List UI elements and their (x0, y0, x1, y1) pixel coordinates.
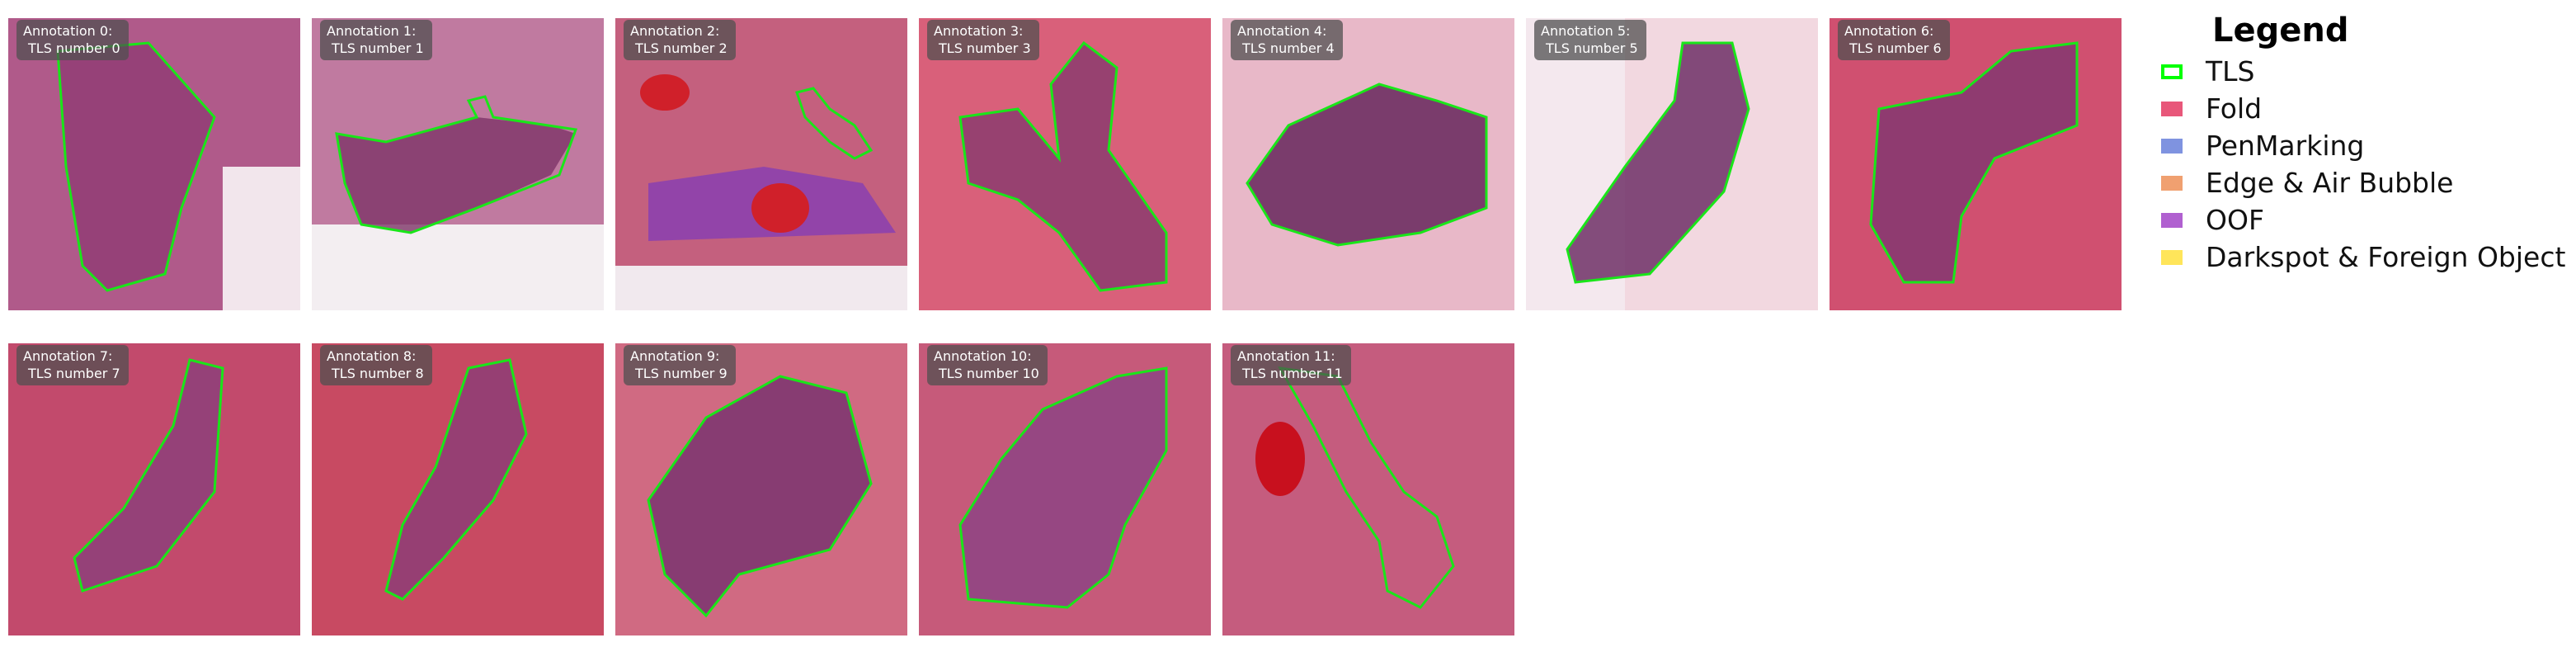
annotation-label: Annotation 2: TLS number 2 (624, 20, 736, 60)
legend-item-tls: TLS (2159, 53, 2565, 90)
tls-outline (335, 95, 578, 234)
annotation-tile-6[interactable]: Annotation 6: TLS number 6 (1830, 18, 2122, 310)
tls-outline (1246, 83, 1488, 247)
tls-outline (795, 87, 874, 160)
tissue-image (1222, 18, 1514, 310)
tissue-image (919, 343, 1211, 635)
annotation-label: Annotation 9: TLS number 9 (624, 345, 736, 385)
darkspot-swatch (2161, 249, 2183, 265)
legend-item-darkspot: Darkspot & Foreign Object (2159, 239, 2565, 276)
legend-item-fold: Fold (2159, 90, 2565, 127)
annotation-tile-1[interactable]: Annotation 1: TLS number 1 (312, 18, 604, 310)
tls-outline (647, 375, 873, 618)
annotation-label: Annotation 4: TLS number 4 (1231, 20, 1343, 60)
annotation-label: Annotation 5: TLS number 5 (1534, 20, 1646, 60)
penmarking-swatch (2161, 138, 2183, 154)
annotation-label: Annotation 7: TLS number 7 (16, 345, 129, 385)
tissue-image (1222, 343, 1514, 635)
tissue-image (615, 343, 907, 635)
annotation-tile-3[interactable]: Annotation 3: TLS number 3 (919, 18, 1211, 310)
tls-outline (56, 41, 216, 292)
edge-air-bubble-swatch (2161, 175, 2183, 191)
legend-item-penmarking: PenMarking (2159, 127, 2565, 164)
annotation-tile-5[interactable]: Annotation 5: TLS number 5 (1526, 18, 1818, 310)
annotation-label: Annotation 10: TLS number 10 (927, 345, 1048, 385)
annotation-tile-7[interactable]: Annotation 7: TLS number 7 (8, 343, 300, 635)
legend: Legend TLS Fold PenMarking Edge & Air Bu… (2159, 12, 2565, 276)
annotation-tile-2[interactable]: Annotation 2: TLS number 2 (615, 18, 907, 310)
tissue-image (615, 18, 907, 310)
tls-outline (1278, 366, 1455, 609)
tls-swatch (2161, 64, 2183, 79)
annotation-label: Annotation 3: TLS number 3 (927, 20, 1039, 60)
tls-outline (958, 366, 1168, 609)
tissue-image (919, 18, 1211, 310)
tissue-image (8, 343, 300, 635)
annotation-tile-0[interactable]: Annotation 0: TLS number 0 (8, 18, 300, 310)
tls-outline (1869, 41, 2079, 284)
fold-swatch (2161, 101, 2183, 116)
legend-item-edge-air-bubble: Edge & Air Bubble (2159, 164, 2565, 201)
legend-item-oof: OOF (2159, 201, 2565, 239)
annotation-tile-9[interactable]: Annotation 9: TLS number 9 (615, 343, 907, 635)
annotation-label: Annotation 11: TLS number 11 (1231, 345, 1351, 385)
tls-outline (384, 358, 528, 601)
oof-swatch (2161, 212, 2183, 228)
annotation-label: Annotation 1: TLS number 1 (320, 20, 432, 60)
annotation-tile-10[interactable]: Annotation 10: TLS number 10 (919, 343, 1211, 635)
tls-outline (73, 358, 224, 593)
annotation-tile-8[interactable]: Annotation 8: TLS number 8 (312, 343, 604, 635)
annotation-tile-4[interactable]: Annotation 4: TLS number 4 (1222, 18, 1514, 310)
tissue-image (1830, 18, 2122, 310)
tissue-image (8, 18, 300, 310)
annotation-tile-11[interactable]: Annotation 11: TLS number 11 (1222, 343, 1514, 635)
annotation-label: Annotation 6: TLS number 6 (1838, 20, 1950, 60)
annotation-label: Annotation 0: TLS number 0 (16, 20, 129, 60)
tls-outline (958, 40, 1168, 292)
tissue-image (312, 18, 604, 310)
annotation-label: Annotation 8: TLS number 8 (320, 345, 432, 385)
tissue-image (312, 343, 604, 635)
tissue-image (1526, 18, 1818, 310)
legend-title: Legend (2212, 12, 2349, 50)
tls-outline (1566, 41, 1750, 284)
